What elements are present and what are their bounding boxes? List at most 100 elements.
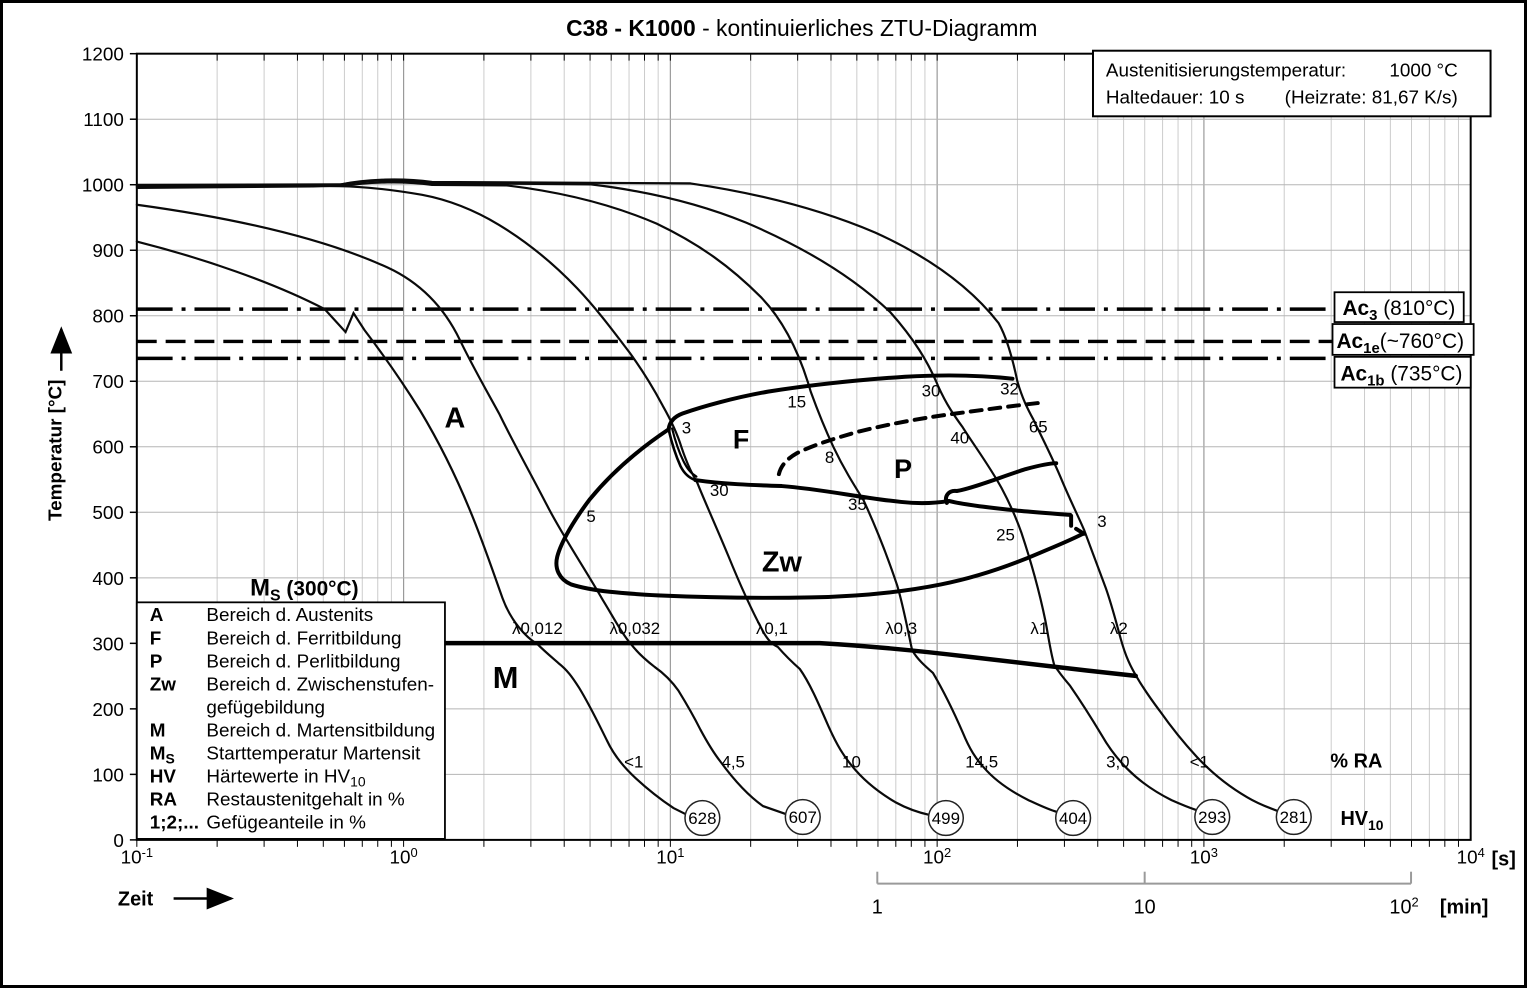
- ac1b-box: [1333, 355, 1472, 389]
- phase-fraction-annotation: 15: [787, 393, 806, 412]
- ra-row-title: % RA: [1330, 750, 1382, 772]
- retained-austenite-value: <1: [1190, 752, 1209, 771]
- x-tick-label: 100: [390, 845, 418, 869]
- legend-text: Härtewerte in HV10: [206, 767, 365, 790]
- info-box: Austenitisierungstemperatur: 1000 °C Hal…: [1091, 49, 1492, 118]
- seconds-unit-label: [s]: [1492, 849, 1516, 871]
- hardness-value: 293: [1198, 808, 1226, 827]
- retained-austenite-value: 14,5: [965, 752, 998, 771]
- hardness-value: 281: [1280, 808, 1308, 827]
- ac3-label: Ac3 (810°C): [1342, 297, 1455, 324]
- hardness-value: 499: [932, 809, 960, 828]
- legend-rows: A Bereich d. Austenits F Bereich d. Ferritb…: [150, 605, 435, 834]
- minutes-tick-label: 1: [872, 896, 883, 918]
- y-tick-label: 400: [92, 569, 124, 590]
- legend-text: Bereich d. Perlitbildung: [206, 651, 400, 672]
- y-axis-title: Temperatur [°C]: [45, 380, 66, 521]
- phase-fraction-annotation: 30: [710, 481, 729, 500]
- austenitization-value: 1000 °C: [1389, 61, 1457, 82]
- y-tick-label: 1200: [82, 45, 124, 66]
- y-tick-label: 900: [92, 241, 124, 262]
- legend-symbol: HV: [150, 767, 177, 788]
- lambda-label: λ0,012: [512, 619, 563, 638]
- phase-fraction-annotation: 3: [1097, 512, 1106, 531]
- pearlite-start-dashed-boundary: [776, 400, 1045, 477]
- region-label-a: A: [444, 402, 465, 434]
- region-label-f: F: [733, 424, 749, 454]
- legend-text: Starttemperatur Martensit: [206, 744, 421, 765]
- phase-fraction-annotation: 30: [922, 382, 941, 401]
- region-label-p: P: [894, 454, 912, 484]
- minutes-tick-label: 102: [1389, 894, 1418, 918]
- legend-text: Bereich d. Martensitbildung: [206, 721, 435, 742]
- legend-text: Bereich d. Zwischenstufen-: [206, 674, 434, 695]
- ferrite-start-boundary: [666, 373, 1015, 432]
- hardness-circle: [1054, 799, 1092, 837]
- heat-rate-label: (Heizrate: 81,67 K/s): [1285, 87, 1458, 108]
- legend-symbol: F: [150, 628, 162, 649]
- cooling-curve-lambda-1: [135, 179, 1198, 812]
- x-tick-label: 101: [656, 845, 684, 869]
- phase-fraction-annotation: 32: [1000, 380, 1019, 399]
- legend-symbol: MS: [150, 744, 175, 767]
- minutes-unit-label: [min]: [1440, 896, 1489, 918]
- cooling-curves: [135, 178, 1279, 817]
- x-tick-label: 103: [1190, 845, 1218, 869]
- plot-border: [135, 52, 1472, 841]
- lambda-label: λ0,1: [756, 619, 788, 638]
- legend-symbol: RA: [150, 790, 178, 811]
- hold-duration-label: Haltedauer: 10 s: [1106, 87, 1245, 108]
- phase-fraction-annotation: 35: [848, 495, 867, 514]
- lambda-label: λ0,3: [885, 619, 917, 638]
- hardness-circle: [1275, 798, 1312, 836]
- ferrite-left-boundary-outer: [667, 428, 697, 482]
- ztu-chart: A Bereich d. Austenits F Bereich d. Ferritb…: [45, 15, 1516, 919]
- retained-austenite-value: 4,5: [721, 752, 744, 771]
- legend-text: gefügebildung: [206, 697, 325, 718]
- ferrite-left-boundary-inner: [670, 427, 698, 478]
- retained-austenite-value: <1: [624, 752, 643, 771]
- region-label-m: M: [493, 660, 519, 695]
- y-tick-label: 100: [92, 765, 124, 786]
- hv-row-title: HV10: [1340, 808, 1383, 833]
- x-axis-title: Zeit: [118, 888, 154, 910]
- legend-symbol: P: [150, 651, 163, 672]
- ms-line: [442, 640, 1138, 679]
- hardness-circle: [784, 798, 821, 836]
- cooling-curve-lambda-03: [135, 181, 1059, 814]
- ac3-box: [1333, 291, 1465, 323]
- legend-text: Bereich d. Austenits: [206, 605, 373, 626]
- hardness-circle: [1194, 798, 1231, 836]
- lambda-label: λ2: [1110, 619, 1128, 638]
- phase-fraction-annotation: 40: [950, 428, 969, 447]
- ac1e-label: Ac1e(~760°C): [1336, 330, 1464, 357]
- phase-fraction-annotation: 3: [682, 418, 691, 437]
- legend-text: Gefügeanteile in %: [206, 813, 366, 834]
- y-tick-label: 200: [92, 700, 124, 721]
- ferrite-pearlite-end-boundary: [693, 478, 1073, 517]
- y-tick-label: 0: [113, 831, 124, 852]
- zw-region-boundary: [554, 427, 1086, 600]
- legend-symbol: M: [150, 721, 166, 742]
- x-tick-label: 104: [1457, 845, 1485, 869]
- x-tick-label: 102: [923, 845, 951, 869]
- generated-labels: 1200110010009008007006005004003002001000…: [82, 45, 1485, 919]
- pearlite-right-boundary: [944, 461, 1059, 505]
- region-label-zw: Zw: [762, 547, 803, 579]
- ms-start-label: MS (300°C): [250, 574, 358, 604]
- ac1b-label: Ac1b (735°C): [1340, 363, 1462, 390]
- cooling-curve-lambda-01: [135, 184, 932, 817]
- y-tick-label: 600: [92, 438, 124, 459]
- phase-fraction-annotation: 8: [825, 448, 834, 467]
- y-tick-label: 500: [92, 503, 124, 524]
- ac1e-box: [1331, 323, 1475, 356]
- info-box-frame: [1091, 49, 1492, 118]
- phase-fraction-annotation: 5: [586, 507, 595, 526]
- phase-fraction-annotation: 65: [1029, 417, 1048, 436]
- ac-label-boxes: Ac3 (810°C) Ac1e(~760°C) Ac1b (735°C): [1331, 291, 1475, 390]
- minutes-tick-label: 10: [1134, 896, 1156, 918]
- y-tick-label: 300: [92, 634, 124, 655]
- y-tick-label: 800: [92, 307, 124, 328]
- austenitization-label: Austenitisierungstemperatur:: [1106, 61, 1346, 82]
